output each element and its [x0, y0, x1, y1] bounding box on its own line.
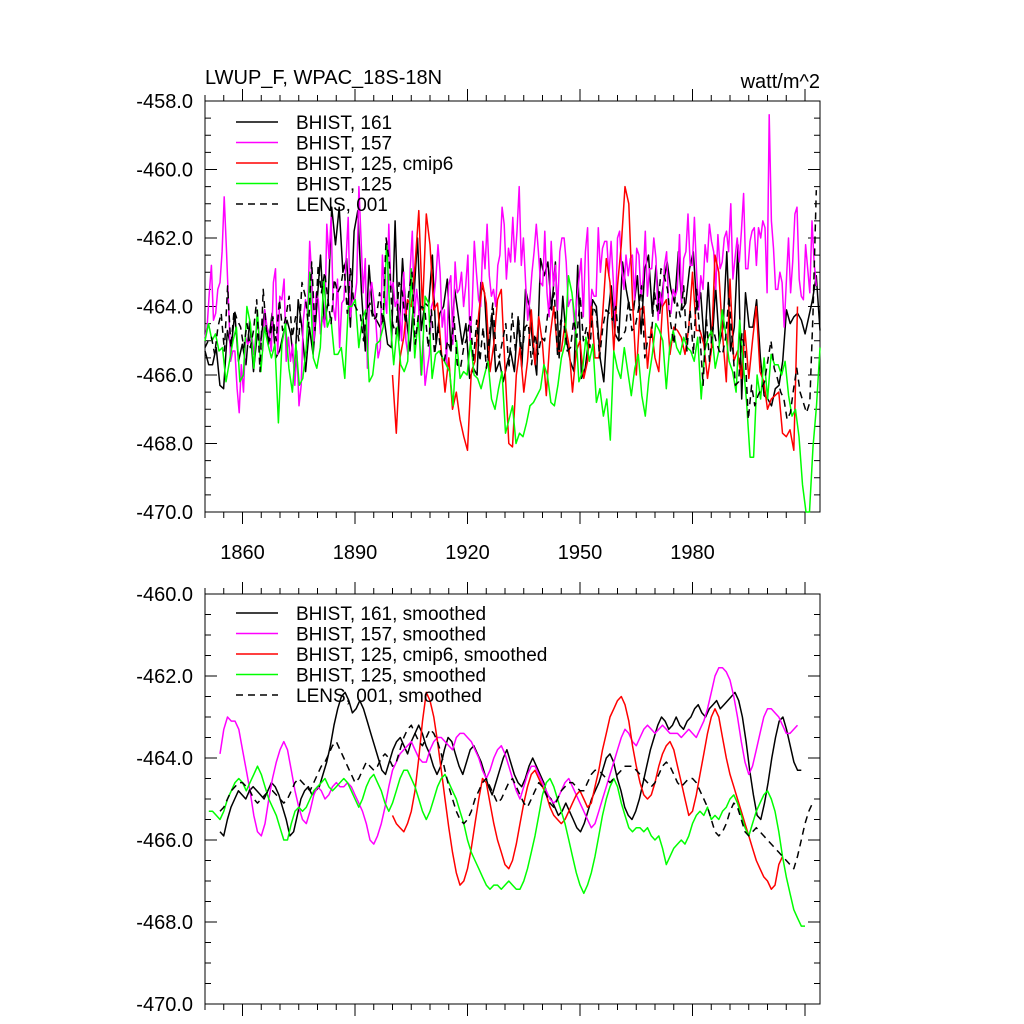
y-tick-label: -464.0 — [136, 748, 193, 770]
series-line-bhist-125-cmip6-smoothed — [391, 691, 784, 890]
y-tick-label: -468.0 — [136, 912, 193, 934]
legend-label: BHIST, 157, smoothed — [296, 625, 486, 646]
y-tick-label: -462.0 — [136, 666, 193, 688]
series-line-bhist-125-cmip6 — [391, 185, 799, 452]
series-line-bhist-161 — [204, 206, 821, 407]
x-tick-label: 1980 — [670, 542, 715, 564]
y-tick-label: -470.0 — [136, 994, 193, 1016]
legend-label: BHIST, 125, smoothed — [296, 666, 486, 687]
y-tick-label: -458.0 — [136, 91, 193, 113]
series-line-lens-001 — [204, 190, 818, 421]
legend-label: LENS, 001, smoothed — [296, 686, 482, 707]
series-line-bhist-125 — [204, 240, 821, 513]
y-tick-label: -464.0 — [136, 297, 193, 319]
x-tick-label: 1950 — [558, 542, 603, 564]
series-line-lens-001-smoothed — [219, 724, 814, 870]
y-tick-label: -470.0 — [136, 502, 193, 524]
y-tick-label: -460.0 — [136, 584, 193, 606]
series-line-bhist-157-smoothed — [219, 667, 799, 845]
y-tick-label: -466.0 — [136, 365, 193, 387]
chart-title: LWUP_F, WPAC_18S-18N — [205, 67, 442, 89]
x-tick-label: 1920 — [445, 542, 490, 564]
legend-label: BHIST, 161 — [296, 113, 392, 134]
series-line-bhist-161-smoothed — [219, 691, 802, 837]
y-tick-label: -460.0 — [136, 160, 193, 182]
legend-label: BHIST, 125 — [296, 175, 392, 196]
legend-label: BHIST, 125, cmip6 — [296, 154, 453, 175]
y-tick-label: -462.0 — [136, 228, 193, 250]
series-line-bhist-125-smoothed — [208, 765, 805, 927]
legend-label: BHIST, 157 — [296, 134, 392, 155]
units-label: watt/m^2 — [740, 71, 820, 93]
x-tick-label: 1890 — [333, 542, 378, 564]
x-tick-label: 1860 — [220, 542, 265, 564]
bottom-panel: -470.0 -468.0 -466.0 -464.0 -462.0 -460.0 BHIS… — [136, 582, 821, 1016]
top-panel: -470.0 -468.0 -466.0 -464.0 -462.0 -460.0 -458… — [136, 67, 821, 564]
y-tick-label: -466.0 — [136, 830, 193, 852]
y-tick-label: -468.0 — [136, 434, 193, 456]
legend-label: BHIST, 125, cmip6, smoothed — [296, 645, 547, 666]
legend-label: LENS, 001 — [296, 195, 388, 216]
legend-label: BHIST, 161, smoothed — [296, 604, 486, 625]
